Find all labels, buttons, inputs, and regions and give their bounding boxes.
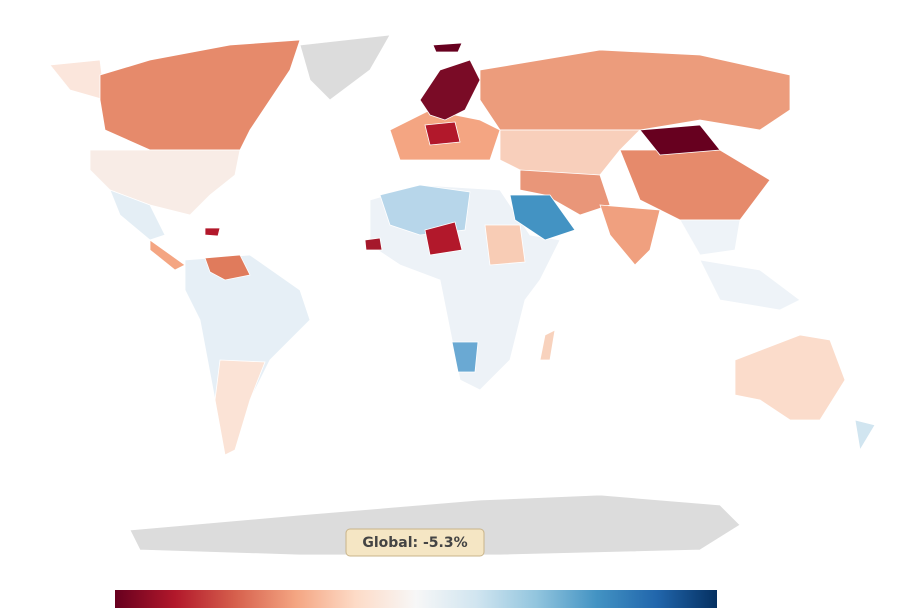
scandinavia bbox=[419, 59, 481, 121]
venezuela bbox=[204, 254, 251, 281]
annotation-box bbox=[345, 528, 485, 557]
australia bbox=[734, 334, 846, 421]
mexico bbox=[109, 189, 166, 241]
greenland bbox=[299, 34, 391, 101]
indonesia bbox=[699, 259, 801, 311]
central-america bbox=[149, 239, 186, 271]
usa bbox=[89, 149, 241, 216]
global-annotation: Global: -5.3% bbox=[362, 535, 467, 551]
middle-east bbox=[519, 169, 611, 216]
caribbean bbox=[204, 227, 221, 237]
saudi-arabia bbox=[509, 194, 576, 241]
north-africa bbox=[379, 184, 471, 236]
countries bbox=[49, 34, 876, 556]
iceland bbox=[432, 42, 463, 53]
alaska bbox=[49, 59, 106, 101]
russia bbox=[479, 49, 791, 131]
south-america bbox=[184, 254, 311, 456]
colorbar bbox=[115, 590, 717, 608]
southeast-asia bbox=[679, 219, 741, 256]
india bbox=[599, 204, 661, 266]
namibia bbox=[451, 341, 479, 373]
antarctica bbox=[129, 494, 741, 556]
madagascar bbox=[539, 329, 556, 361]
argentina bbox=[214, 359, 266, 456]
sudan bbox=[484, 224, 526, 266]
mongolia bbox=[639, 124, 721, 156]
west-africa bbox=[364, 237, 383, 251]
central-europe bbox=[424, 121, 461, 146]
new-zealand bbox=[854, 419, 876, 452]
canada bbox=[99, 39, 301, 151]
niger bbox=[424, 221, 463, 256]
